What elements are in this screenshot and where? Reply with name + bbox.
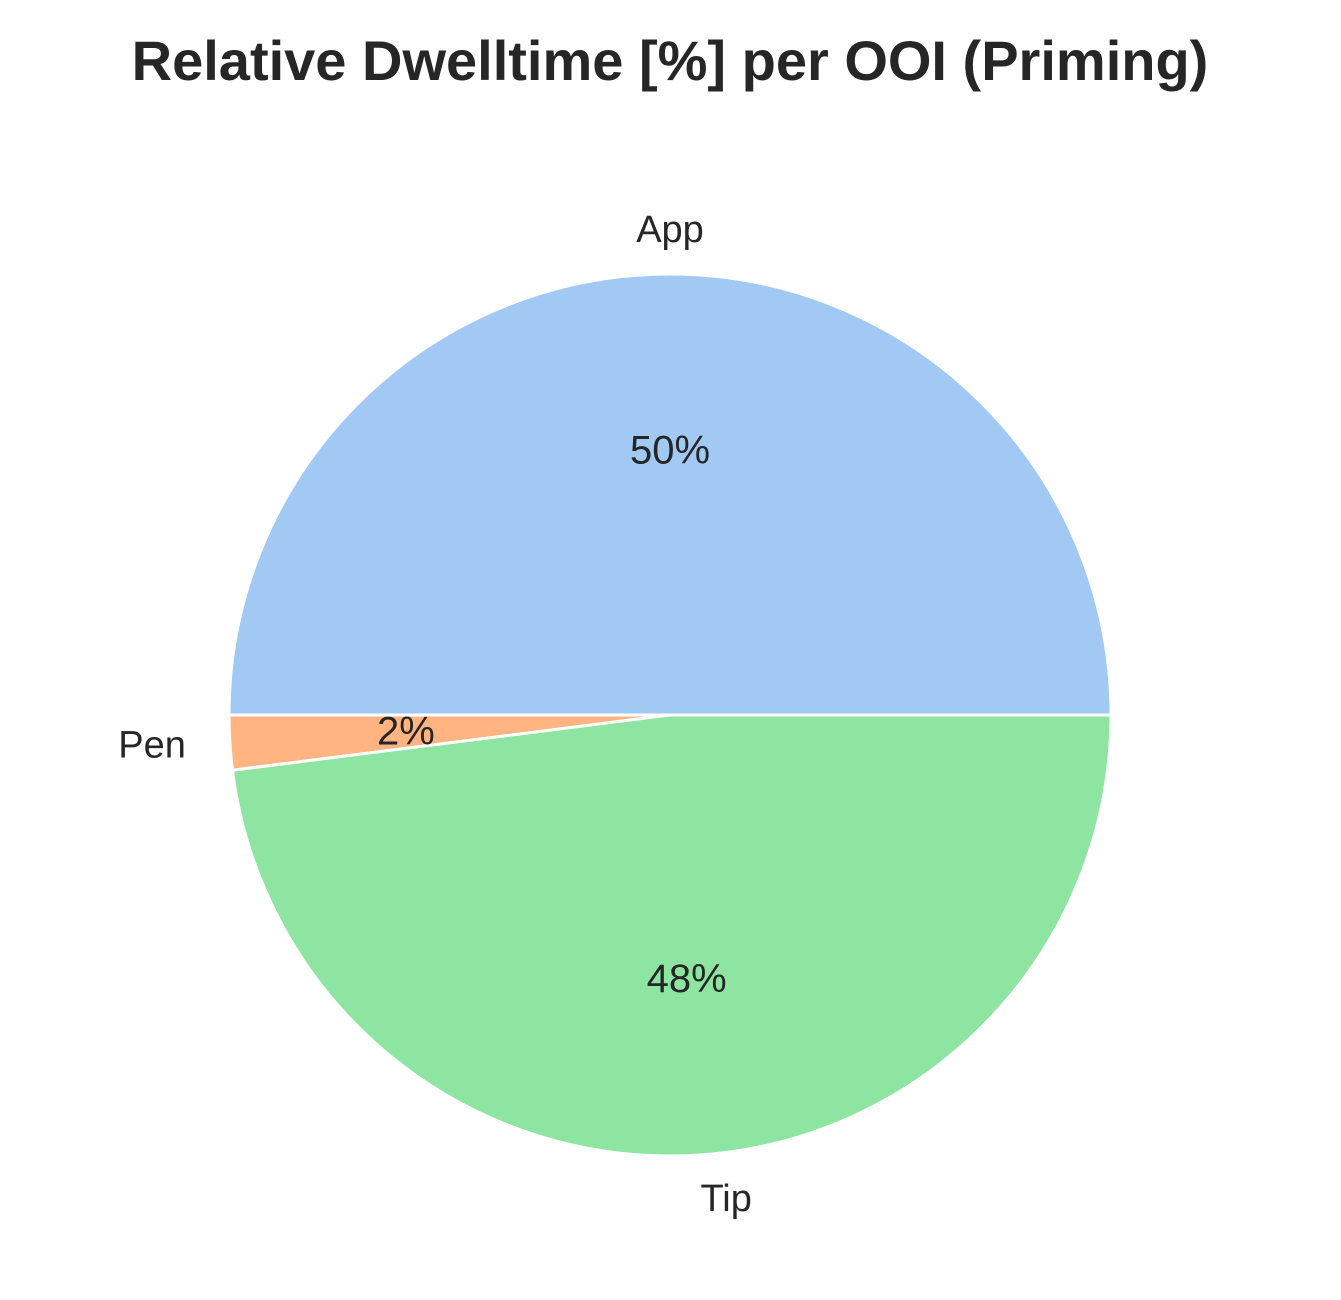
pie-slices — [227, 272, 1113, 1158]
pie-slice-tip — [230, 713, 1113, 1158]
pie-labels: App 50% Pen 2% Tip 48% — [118, 209, 752, 1220]
slice-label-pen: Pen — [118, 724, 186, 766]
slice-percent-tip: 48% — [647, 957, 727, 1001]
slice-percent-pen: 2% — [377, 710, 435, 754]
pie-slice-app — [227, 272, 1113, 717]
slice-percent-app: 50% — [630, 428, 710, 472]
slice-label-tip: Tip — [700, 1178, 751, 1220]
slice-label-app: App — [636, 209, 704, 251]
chart-title: Relative Dwelltime [%] per OOI (Priming) — [132, 29, 1209, 92]
